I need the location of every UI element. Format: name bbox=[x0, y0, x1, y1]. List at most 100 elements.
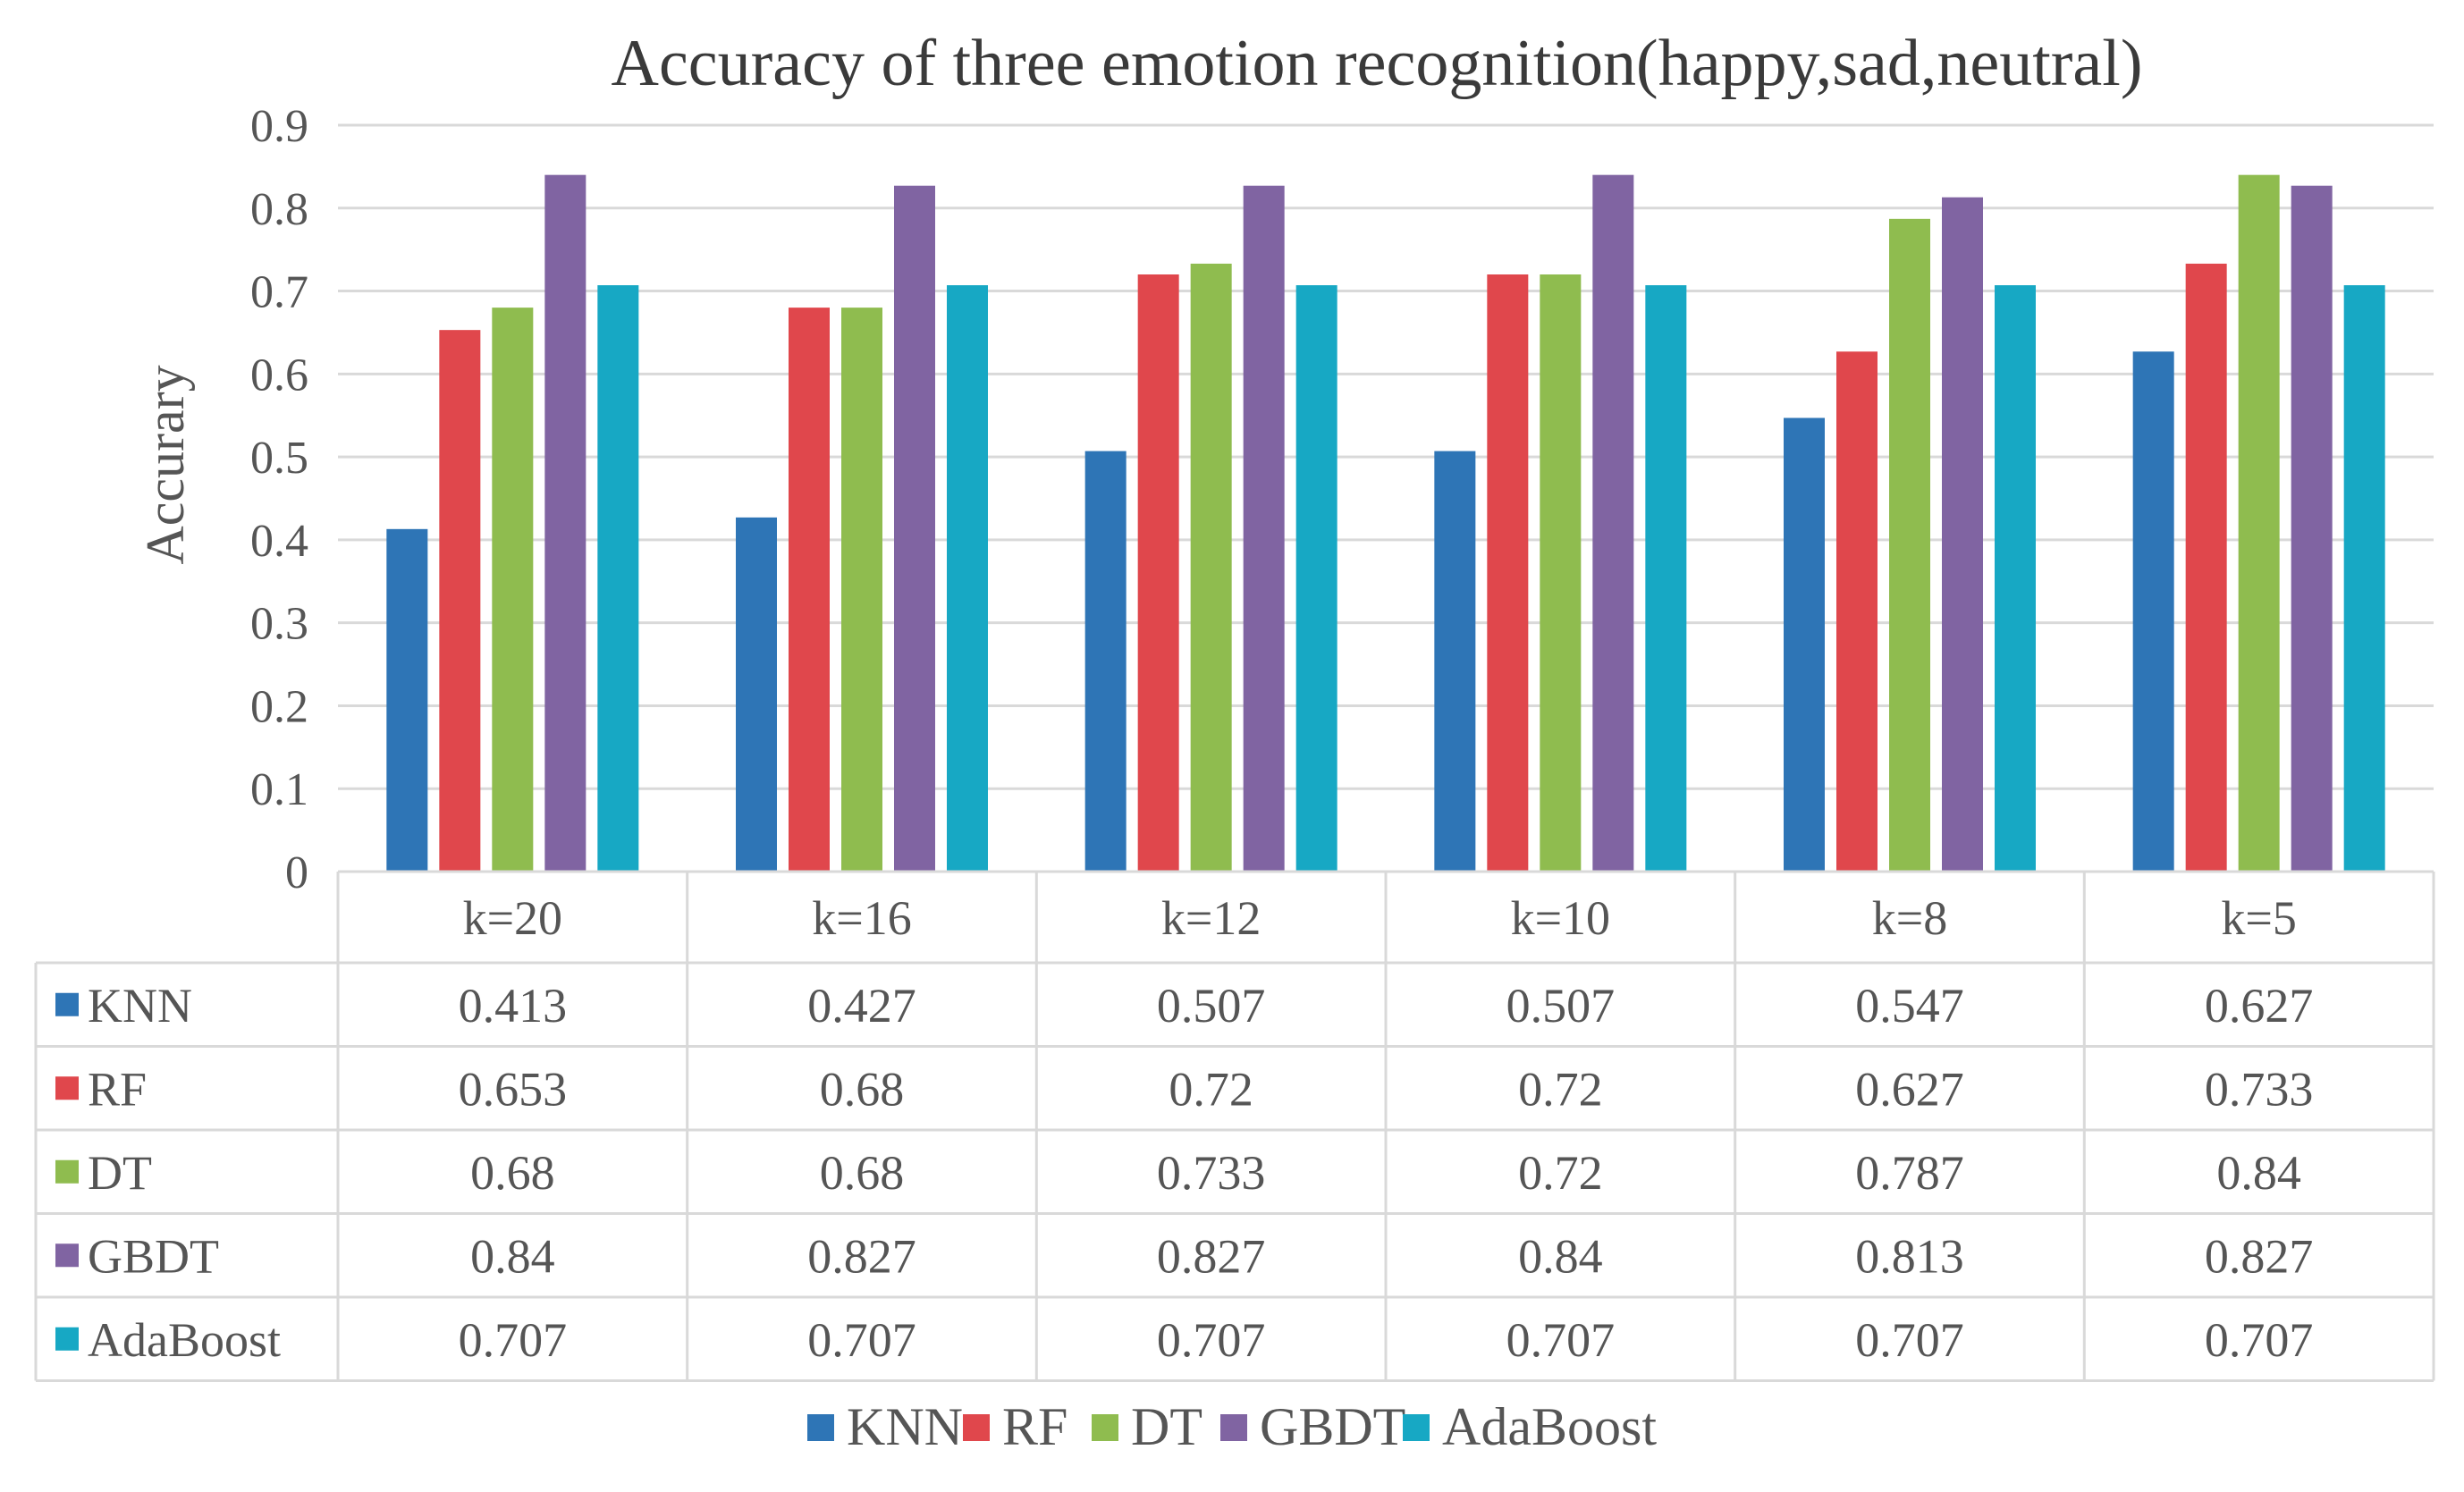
bar-knn-k20 bbox=[386, 528, 428, 872]
data-label: 0.827 bbox=[2205, 1229, 2314, 1283]
table-legend-key-dt bbox=[55, 1159, 79, 1184]
bar-dt-k5 bbox=[2238, 174, 2280, 872]
table-legend-key-gbdt bbox=[55, 1243, 79, 1268]
bar-rf-k8 bbox=[1836, 351, 1878, 872]
bar-adaboost-k16 bbox=[947, 285, 988, 872]
y-tick-label: 0.9 bbox=[250, 101, 308, 152]
bar-adaboost-k10 bbox=[1645, 285, 1687, 872]
table-legend-key-rf bbox=[55, 1076, 79, 1100]
bar-knn-k16 bbox=[736, 517, 777, 872]
table-legend-key-knn bbox=[55, 992, 79, 1016]
data-label: 0.413 bbox=[459, 979, 568, 1033]
y-tick-label: 0.6 bbox=[250, 350, 308, 400]
table-row-label: RF bbox=[88, 1062, 147, 1116]
data-label: 0.68 bbox=[820, 1062, 905, 1116]
data-label: 0.627 bbox=[1855, 1062, 1964, 1116]
data-label: 0.707 bbox=[2205, 1313, 2314, 1367]
bar-knn-k8 bbox=[1784, 417, 1825, 872]
data-label: 0.707 bbox=[807, 1313, 916, 1367]
data-label: 0.84 bbox=[470, 1229, 555, 1283]
legend-swatch-adaboost bbox=[1403, 1414, 1430, 1441]
gridlines bbox=[338, 123, 2434, 790]
bar-gbdt-k8 bbox=[1942, 197, 1983, 872]
y-tick-label: 0.2 bbox=[250, 681, 308, 732]
bar-rf-k5 bbox=[2185, 263, 2227, 872]
legend-swatch-gbdt bbox=[1220, 1414, 1247, 1441]
data-label: 0.733 bbox=[2205, 1062, 2314, 1116]
y-axis-label: Accurary bbox=[136, 365, 195, 564]
data-label: 0.707 bbox=[1157, 1313, 1266, 1367]
bar-dt-k16 bbox=[841, 308, 882, 872]
x-tick-label: k=16 bbox=[812, 891, 911, 945]
data-label: 0.813 bbox=[1855, 1229, 1964, 1283]
y-tick-label: 0 bbox=[285, 847, 308, 898]
legend-swatch-knn bbox=[807, 1414, 834, 1441]
bar-adaboost-k5 bbox=[2343, 285, 2385, 872]
table-row-label: GBDT bbox=[88, 1229, 219, 1283]
y-tick-label: 0.3 bbox=[250, 599, 308, 650]
y-axis-ticks: 0 0.1 0.2 0.3 0.4 0.5 0.6 0.7 0.8 0.9 bbox=[250, 101, 308, 898]
data-label: 0.707 bbox=[1855, 1313, 1964, 1367]
data-table: k=20 k=16 k=12 k=10 k=8 k=5 KNN 0.413 0.427 0.507… bbox=[34, 870, 2435, 1382]
bar-rf-k12 bbox=[1137, 274, 1179, 872]
x-tick-label: k=8 bbox=[1872, 891, 1947, 945]
data-label: 0.72 bbox=[1518, 1146, 1603, 1200]
data-label: 0.827 bbox=[1157, 1229, 1266, 1283]
data-label: 0.507 bbox=[1506, 979, 1616, 1033]
bar-knn-k5 bbox=[2132, 351, 2174, 872]
bar-gbdt-k20 bbox=[544, 174, 586, 872]
y-tick-label: 0.4 bbox=[250, 516, 308, 567]
bars bbox=[386, 174, 2385, 872]
data-label: 0.707 bbox=[1506, 1313, 1616, 1367]
table-row-label: DT bbox=[88, 1146, 152, 1200]
bar-rf-k16 bbox=[789, 308, 830, 872]
chart-title: Accuracy of three emotion recognition(ha… bbox=[612, 27, 2143, 100]
bar-adaboost-k12 bbox=[1295, 285, 1337, 872]
data-label: 0.84 bbox=[1518, 1229, 1603, 1283]
table-row-label: KNN bbox=[88, 979, 192, 1033]
data-label: 0.707 bbox=[459, 1313, 568, 1367]
data-label: 0.827 bbox=[807, 1229, 916, 1283]
y-tick-label: 0.5 bbox=[250, 433, 308, 484]
bar-gbdt-k16 bbox=[894, 185, 935, 872]
bar-rf-k10 bbox=[1487, 274, 1529, 872]
legend-swatch-rf bbox=[963, 1414, 990, 1441]
data-label: 0.68 bbox=[820, 1146, 905, 1200]
x-tick-label: k=12 bbox=[1161, 891, 1261, 945]
bar-knn-k10 bbox=[1434, 451, 1476, 872]
legend-label: DT bbox=[1131, 1397, 1202, 1456]
bar-dt-k8 bbox=[1889, 218, 1930, 872]
data-label: 0.547 bbox=[1855, 979, 1964, 1033]
data-label: 0.627 bbox=[2205, 979, 2314, 1033]
data-label: 0.733 bbox=[1157, 1146, 1266, 1200]
bar-dt-k20 bbox=[492, 308, 534, 872]
y-tick-label: 0.7 bbox=[250, 267, 308, 318]
y-tick-label: 0.8 bbox=[250, 184, 308, 235]
legend-swatch-dt bbox=[1092, 1414, 1118, 1441]
table-row-label: AdaBoost bbox=[88, 1313, 281, 1367]
legend-label: KNN bbox=[847, 1397, 963, 1456]
x-tick-label: k=20 bbox=[463, 891, 562, 945]
legend-label: RF bbox=[1002, 1397, 1067, 1456]
data-label: 0.507 bbox=[1157, 979, 1266, 1033]
legend: KNN RF DT GBDT AdaBoost bbox=[807, 1397, 1657, 1456]
bar-adaboost-k20 bbox=[597, 285, 639, 872]
data-label: 0.84 bbox=[2216, 1146, 2301, 1200]
bar-rf-k20 bbox=[439, 330, 481, 872]
y-tick-label: 0.1 bbox=[250, 764, 308, 815]
bar-dt-k12 bbox=[1190, 263, 1232, 872]
bar-gbdt-k5 bbox=[2291, 185, 2333, 872]
legend-label: AdaBoost bbox=[1442, 1397, 1657, 1456]
table-legend-key-adaboost bbox=[55, 1327, 79, 1351]
x-tick-label: k=5 bbox=[2221, 891, 2296, 945]
data-label: 0.427 bbox=[807, 979, 916, 1033]
bar-gbdt-k10 bbox=[1592, 174, 1634, 872]
x-tick-label: k=10 bbox=[1511, 891, 1610, 945]
data-label: 0.72 bbox=[1518, 1062, 1603, 1116]
legend-label: GBDT bbox=[1260, 1397, 1405, 1456]
bar-adaboost-k8 bbox=[1995, 285, 2036, 872]
bar-dt-k10 bbox=[1540, 274, 1582, 872]
data-label: 0.653 bbox=[459, 1062, 568, 1116]
